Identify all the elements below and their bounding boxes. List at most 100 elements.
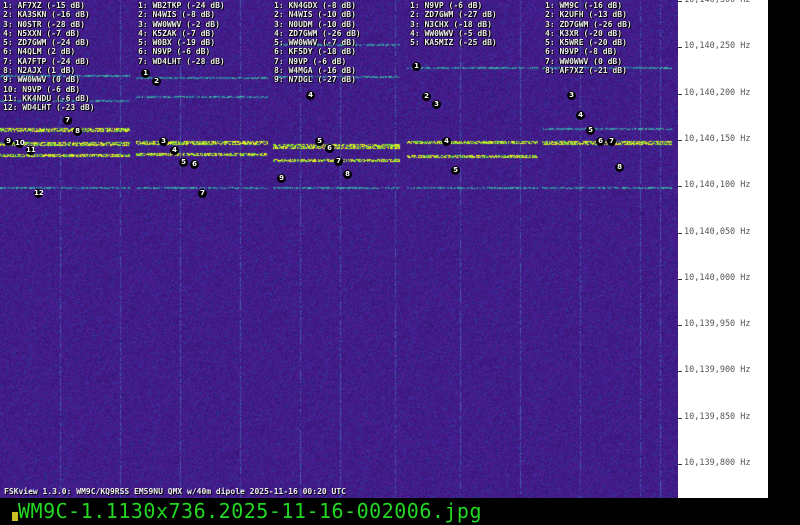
signal-marker: 4 (576, 111, 585, 120)
frequency-axis: 10,140,300 Hz 10,140,250 Hz 10,140,200 Hz 1… (678, 0, 768, 498)
signal-marker: 1 (141, 69, 150, 78)
frequency-label: 10,139,950 Hz (684, 319, 751, 330)
signal-marker: 4 (170, 146, 179, 155)
decode-list: 1: WM9C (-16 dB) 2: K2UFH (-13 dB) 3: ZD7G… (545, 1, 632, 75)
decode-line: 2: K2UFH (-13 dB) (545, 10, 627, 20)
axis-tick (678, 139, 682, 141)
decode-line: 11: KK4NDU (-6 dB) (3, 93, 90, 103)
decode-line: 1: AF7XZ (-15 dB) (3, 1, 85, 10)
signal-marker: 3 (159, 137, 168, 146)
decode-line: 2: KA3SKN (-16 dB) (3, 10, 90, 20)
station-info: FSKview 1.3.0: WM9C/KQ9RSS EM59NU QMX w/… (4, 487, 346, 496)
axis-tick (678, 464, 682, 465)
signal-marker: 7 (607, 137, 616, 146)
signal-marker: 1 (412, 62, 421, 71)
axis-tick (678, 371, 682, 373)
frequency-label: 10,140,000 Hz (684, 272, 751, 283)
spectrogram (0, 0, 678, 498)
decode-line: 3: N3CHX (-18 dB) (410, 19, 492, 29)
signal-marker: 11 (26, 146, 36, 155)
decode-line: 1: WB2TKP (-24 dB) (138, 1, 225, 10)
decode-line: 10: N9VP (-6 dB) (3, 84, 81, 94)
decode-line: 3: N0UDM (-10 dB) (274, 19, 356, 29)
decode-line: 4: WW0WWV (-5 dB) (410, 28, 492, 38)
decode-list: 1: KN4GDX (-8 dB) 2: N4WIS (-10 dB) 3: N0U… (274, 1, 361, 85)
decode-line: 8: AF7XZ (-21 dB) (545, 66, 627, 76)
decode-line: 4: K3XR (-20 dB) (545, 28, 623, 38)
frequency-label: 10,139,850 Hz (684, 411, 751, 422)
axis-tick (678, 1, 682, 2)
frequency-label: 10,140,200 Hz (684, 87, 751, 98)
filename-label: WM9C-1.1130x736.2025-11-16-002006.jpg (18, 499, 483, 523)
decode-line: 5: K5WRE (-20 dB) (545, 38, 627, 48)
signal-marker: 6 (190, 160, 199, 169)
decode-line: 6: N4QLM (2 dB) (3, 47, 76, 57)
decode-line: 3: ZD7GWM (-26 dB) (545, 19, 632, 29)
decode-line: 1: N9VP (-6 dB) (410, 1, 483, 10)
decode-list: 1: WB2TKP (-24 dB) 2: N4WIS (-8 dB) 3: WW0… (138, 1, 225, 66)
text-cursor (12, 512, 18, 521)
signal-marker: 7 (63, 116, 72, 125)
frequency-label: 10,139,800 Hz (684, 458, 751, 468)
signal-marker: 3 (567, 91, 576, 100)
decode-line: 1: KN4GDX (-8 dB) (274, 1, 356, 10)
decode-line: 6: KF5DY (-18 dB) (274, 47, 356, 57)
frequency-label: 10,140,250 Hz (684, 41, 751, 52)
signal-marker: 6 (596, 137, 605, 146)
decode-line: 3: WW0WWV (-2 dB) (138, 19, 220, 29)
signal-marker: 9 (4, 137, 13, 146)
decode-line: 4: ZD7GWM (-26 dB) (274, 28, 361, 38)
decode-line: 5: W0BX (-19 dB) (138, 38, 216, 48)
decode-line: 5: ZD7GWM (-24 dB) (3, 38, 90, 48)
decode-line: 5: WW0WWV (-7 dB) (274, 38, 356, 48)
signal-marker: 8 (343, 170, 352, 179)
decode-line: 9: WW0WWV (0 dB) (3, 75, 81, 85)
decode-line: 6: N9VP (-6 dB) (138, 47, 211, 57)
decode-line: 5: KA5MIZ (-25 dB) (410, 38, 497, 48)
decode-line: 2: N4WIS (-10 dB) (274, 10, 356, 20)
signal-marker: 5 (586, 126, 595, 135)
signal-marker: 7 (198, 189, 207, 198)
decode-list: 1: N9VP (-6 dB) 2: ZD7GWM (-27 dB) 3: N3CH… (410, 1, 497, 47)
decode-line: 4: K5ZAK (-7 dB) (138, 28, 216, 38)
signal-marker: 9 (277, 174, 286, 183)
decode-line: 8: W4MGA (-16 dB) (274, 66, 356, 76)
signal-marker: 2 (422, 92, 431, 101)
decode-line: 4: N5XXN (-7 dB) (3, 28, 81, 38)
decode-line: 7: WD4LHT (-28 dB) (138, 56, 225, 66)
frequency-label: 10,140,150 Hz (684, 133, 751, 144)
decode-line: 2: N4WIS (-8 dB) (138, 10, 216, 20)
signal-marker: 7 (334, 157, 343, 166)
decode-line: 2: ZD7GWM (-27 dB) (410, 10, 497, 20)
frequency-label: 10,140,100 Hz (684, 180, 751, 191)
signal-marker: 4 (442, 137, 451, 146)
signal-marker: 8 (615, 163, 624, 172)
axis-tick (678, 278, 682, 280)
signal-marker: 2 (152, 77, 161, 86)
decode-list: 1: AF7XZ (-15 dB) 2: KA3SKN (-16 dB) 3: N0… (3, 1, 95, 113)
axis-tick (678, 232, 682, 234)
signal-marker: 5 (315, 137, 324, 146)
axis-tick (678, 47, 682, 49)
signal-marker: 8 (73, 127, 82, 136)
decode-line: 12: WD4LHT (-23 dB) (3, 103, 95, 113)
frequency-label: 10,140,300 Hz (684, 0, 751, 5)
signal-marker: 6 (325, 144, 334, 153)
axis-tick (678, 325, 682, 327)
decode-line: 9: N7DGL (-27 dB) (274, 75, 356, 85)
axis-tick (678, 93, 682, 95)
decode-line: 8: N2AJX (1 dB) (3, 66, 76, 76)
signal-marker: 12 (34, 189, 44, 198)
signal-marker: 5 (451, 166, 460, 175)
frequency-label: 10,139,900 Hz (684, 365, 751, 376)
axis-tick (678, 186, 682, 188)
decode-line: 7: N9VP (-6 dB) (274, 56, 347, 66)
axis-tick (678, 417, 682, 419)
signal-marker: 3 (432, 100, 441, 109)
decode-line: 7: KA7FTP (-24 dB) (3, 56, 90, 66)
decode-line: 6: N9VP (-8 dB) (545, 47, 618, 57)
signal-marker: 5 (179, 158, 188, 167)
decode-line: 3: N0STR (-28 dB) (3, 19, 85, 29)
signal-marker: 4 (306, 91, 315, 100)
frequency-label: 10,140,050 Hz (684, 226, 751, 237)
